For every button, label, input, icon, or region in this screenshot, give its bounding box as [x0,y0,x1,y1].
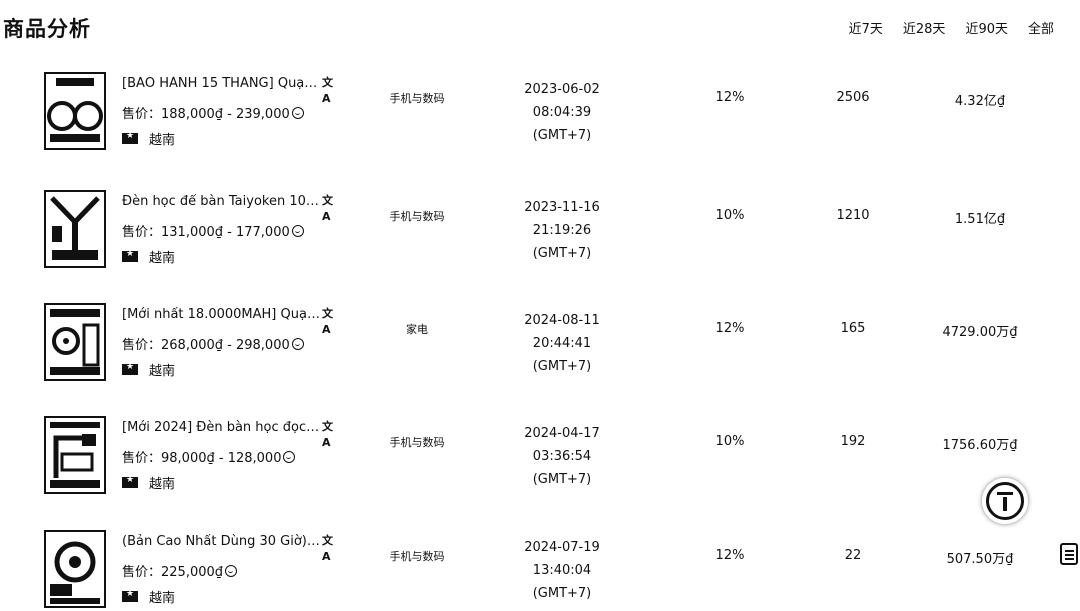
price-info-icon[interactable] [291,337,304,350]
sales-count: 192 [840,434,866,449]
product-price: 售价：268,000₫ - 298,000 [122,334,304,353]
product-price: 售价：188,000₫ - 239,000 [122,103,304,122]
tab-7-days[interactable]: 近7天 [848,22,883,37]
product-name[interactable]: [BẢO HÀNH 15 THÁNG] Quạt … [122,76,322,91]
product-category: 手机与数码 [389,550,445,563]
product-region: 越南 [122,587,175,606]
vietnam-flag-icon [122,131,138,144]
created-time: 2024-07-19 13:40:04 (GMT+7) [524,540,600,601]
copy-translate-icon[interactable]: 文A [322,76,333,105]
copy-translate-icon[interactable]: 文A [322,307,333,336]
copy-translate-icon[interactable]: 文A [322,194,333,223]
vietnam-flag-icon [122,362,138,375]
commission-rate: 12% [715,321,745,336]
product-name[interactable]: [Mới 2024] Đèn bàn học đọc s… [122,420,322,435]
revenue: 507.50万₫ [946,552,1014,567]
back-to-top-button[interactable] [981,477,1029,525]
vietnam-flag-icon [122,589,138,602]
table-row[interactable]: [BẢO HÀNH 15 THÁNG] Quạt … 文A 售价：188,000… [0,72,1080,185]
revenue: 4729.00万₫ [942,325,1018,340]
sales-count: 1210 [836,208,870,223]
product-thumbnail[interactable] [44,72,106,150]
table-row[interactable]: (Bản Cao Nhất Dùng 30 Giờ) … 文A 售价：225,0… [0,530,1080,611]
commission-rate: 12% [715,548,745,563]
product-name[interactable]: (Bản Cao Nhất Dùng 30 Giờ) … [122,534,322,549]
product-thumbnail[interactable] [44,303,106,381]
vietnam-flag-icon [122,249,138,262]
table-row[interactable]: [Mới 2024] Đèn bàn học đọc s… 文A 售价：98,0… [0,416,1080,529]
product-category: 手机与数码 [389,210,445,223]
product-region: 越南 [122,247,175,266]
revenue: 1.51亿₫ [954,212,1006,227]
product-category: 手机与数码 [389,92,445,105]
table-row[interactable]: [Mới nhất 18.0000MAH] Quạt … 文A 售价：268,0… [0,303,1080,416]
created-time: 2023-06-02 08:04:39 (GMT+7) [524,82,600,143]
product-region: 越南 [122,360,175,379]
tab-90-days[interactable]: 近90天 [965,22,1008,37]
product-thumbnail[interactable] [44,190,106,268]
product-region: 越南 [122,129,175,148]
product-price: 售价：98,000₫ - 128,000 [122,447,296,466]
commission-rate: 12% [715,90,745,105]
product-price: 售价：225,000₫ [122,561,238,580]
copy-translate-icon[interactable]: 文A [322,420,333,449]
product-thumbnail[interactable] [44,416,106,494]
product-thumbnail[interactable] [44,530,106,608]
created-time: 2023-11-16 21:19:26 (GMT+7) [524,200,600,261]
sales-count: 2506 [836,90,870,105]
product-category: 手机与数码 [389,436,445,449]
back-to-top-icon [986,482,1024,520]
product-price: 售价：131,000₫ - 177,000 [122,221,304,240]
sales-count: 22 [844,548,862,563]
page-header: 商品分析 近7天 近28天 近90天 全部 [0,0,1080,56]
sales-count: 165 [840,321,866,336]
tab-28-days[interactable]: 近28天 [902,22,946,37]
product-name[interactable]: [Mới nhất 18.0000MAH] Quạt … [122,307,322,322]
revenue: 1756.60万₫ [942,438,1018,453]
created-time: 2024-08-11 20:44:41 (GMT+7) [524,313,600,374]
document-icon[interactable] [1060,543,1078,565]
created-time: 2024-04-17 03:36:54 (GMT+7) [524,426,600,487]
product-category: 家电 [406,323,428,336]
commission-rate: 10% [715,208,745,223]
price-info-icon[interactable] [291,106,304,119]
vietnam-flag-icon [122,475,138,488]
copy-translate-icon[interactable]: 文A [322,534,333,563]
date-range-tabs: 近7天 近28天 近90天 全部 [829,18,1054,37]
product-name[interactable]: Đèn học để bàn Taiyoken 10… [122,194,319,209]
tab-all[interactable]: 全部 [1027,22,1054,37]
price-info-icon[interactable] [291,224,304,237]
price-info-icon[interactable] [283,450,296,463]
table-row[interactable]: Đèn học để bàn Taiyoken 10… 文A 售价：131,00… [0,190,1080,303]
price-info-icon[interactable] [225,564,238,577]
product-region: 越南 [122,473,175,492]
page-title: 商品分析 [3,17,91,41]
commission-rate: 10% [715,434,745,449]
revenue: 4.32亿₫ [954,94,1006,109]
